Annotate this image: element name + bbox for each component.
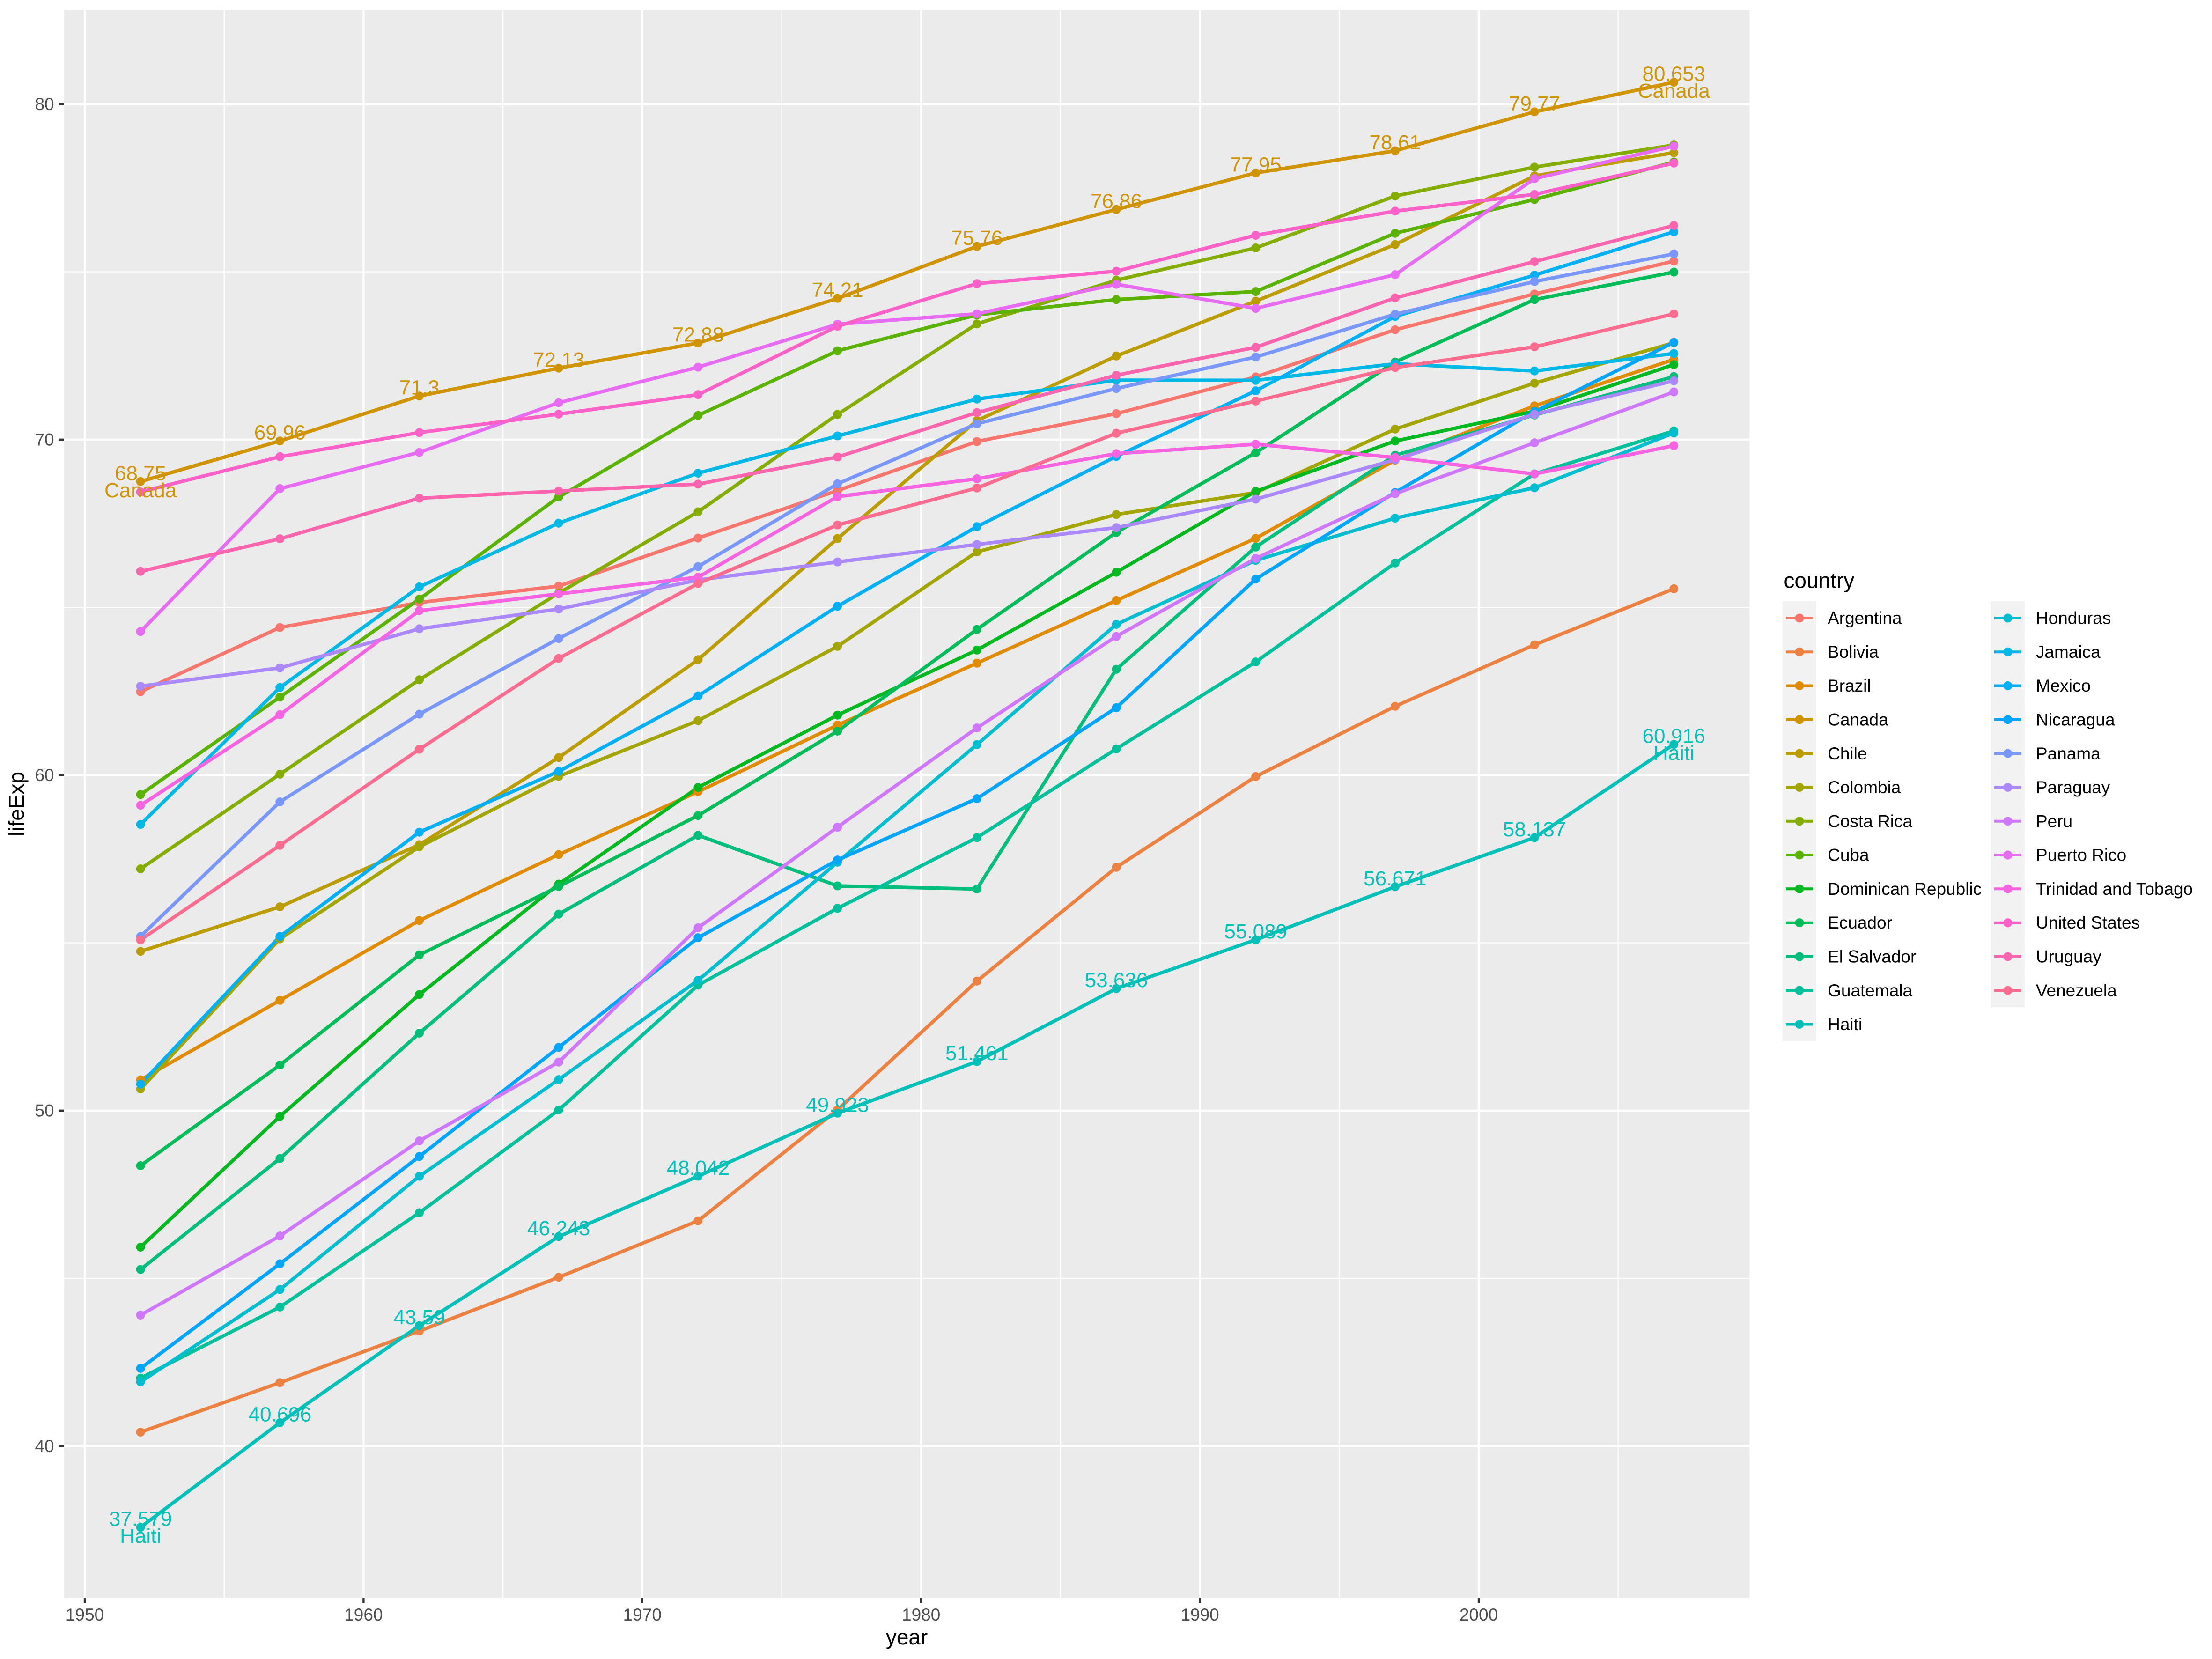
svg-text:72.13: 72.13	[533, 348, 584, 371]
svg-text:Honduras: Honduras	[2036, 609, 2111, 628]
svg-text:Uruguay: Uruguay	[2036, 947, 2101, 966]
svg-text:Haiti: Haiti	[1653, 742, 1695, 765]
svg-text:United States: United States	[2036, 913, 2140, 932]
svg-text:lifeExp: lifeExp	[4, 772, 29, 836]
svg-text:Nicaragua: Nicaragua	[2036, 710, 2115, 729]
svg-text:80.653: 80.653	[1643, 63, 1706, 86]
svg-text:53.636: 53.636	[1085, 969, 1148, 992]
svg-text:Brazil: Brazil	[1828, 676, 1871, 695]
svg-text:72.88: 72.88	[672, 324, 724, 347]
svg-text:Haiti: Haiti	[120, 1525, 161, 1548]
svg-text:Puerto Rico: Puerto Rico	[2036, 846, 2126, 865]
svg-text:El Salvador: El Salvador	[1828, 947, 1916, 966]
svg-text:1950: 1950	[66, 1605, 104, 1624]
svg-text:60.916: 60.916	[1643, 725, 1706, 748]
svg-text:Argentina: Argentina	[1828, 609, 1902, 628]
svg-text:75.76: 75.76	[951, 227, 1003, 250]
svg-text:country: country	[1784, 568, 1854, 593]
svg-text:Dominican Republic: Dominican Republic	[1828, 879, 1982, 899]
svg-text:2000: 2000	[1460, 1605, 1498, 1624]
svg-text:46.243: 46.243	[527, 1217, 590, 1240]
svg-text:Paraguay: Paraguay	[2036, 778, 2110, 797]
svg-text:Peru: Peru	[2036, 811, 2072, 831]
svg-text:Colombia: Colombia	[1828, 778, 1901, 797]
svg-text:1970: 1970	[623, 1605, 662, 1624]
svg-text:1980: 1980	[902, 1605, 940, 1624]
svg-text:43.59: 43.59	[393, 1306, 445, 1329]
svg-text:Canada: Canada	[1638, 80, 1711, 103]
svg-text:Jamaica: Jamaica	[2036, 642, 2101, 662]
svg-text:Costa Rica: Costa Rica	[1828, 811, 1912, 831]
svg-text:Canada: Canada	[1828, 710, 1888, 729]
svg-text:1960: 1960	[344, 1605, 383, 1624]
svg-text:year: year	[886, 1625, 928, 1649]
svg-text:69.96: 69.96	[254, 421, 306, 444]
svg-text:58.137: 58.137	[1503, 818, 1566, 841]
svg-text:Bolivia: Bolivia	[1828, 642, 1879, 662]
svg-text:71.3: 71.3	[399, 376, 440, 399]
svg-text:Venezuela: Venezuela	[2036, 981, 2117, 1000]
svg-text:70: 70	[35, 430, 54, 449]
svg-text:37.579: 37.579	[109, 1508, 172, 1531]
svg-text:Guatemala: Guatemala	[1828, 981, 1912, 1000]
svg-text:77.95: 77.95	[1230, 153, 1282, 176]
svg-text:Canada: Canada	[104, 479, 177, 502]
svg-text:Ecuador: Ecuador	[1828, 913, 1892, 932]
svg-text:1990: 1990	[1180, 1605, 1219, 1624]
svg-text:51.461: 51.461	[945, 1042, 1009, 1065]
svg-text:40.696: 40.696	[249, 1403, 312, 1426]
svg-text:50: 50	[35, 1101, 54, 1120]
svg-text:56.671: 56.671	[1364, 867, 1427, 890]
svg-text:Trinidad and Tobago: Trinidad and Tobago	[2036, 879, 2193, 899]
svg-text:49.923: 49.923	[806, 1093, 869, 1116]
svg-text:Chile: Chile	[1828, 744, 1867, 763]
svg-text:80: 80	[35, 95, 54, 114]
svg-text:79.77: 79.77	[1509, 92, 1560, 115]
svg-text:78.61: 78.61	[1369, 131, 1421, 154]
svg-text:76.86: 76.86	[1091, 190, 1142, 213]
svg-text:Haiti: Haiti	[1828, 1015, 1862, 1034]
svg-text:Cuba: Cuba	[1828, 846, 1869, 865]
svg-text:Mexico: Mexico	[2036, 676, 2091, 695]
svg-text:74.21: 74.21	[812, 279, 863, 302]
svg-text:Panama: Panama	[2036, 744, 2101, 763]
svg-text:60: 60	[35, 766, 54, 785]
svg-text:48.042: 48.042	[667, 1157, 730, 1180]
svg-text:40: 40	[35, 1437, 54, 1456]
svg-text:55.089: 55.089	[1224, 920, 1287, 943]
svg-text:68.75: 68.75	[115, 462, 166, 485]
